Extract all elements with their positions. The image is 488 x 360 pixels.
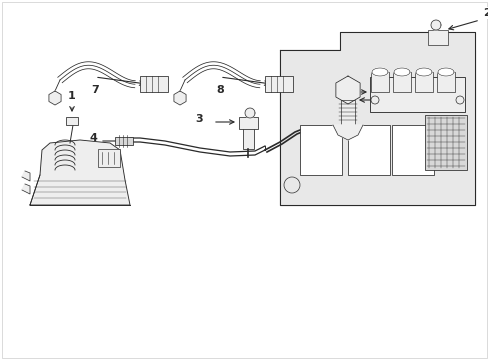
Bar <box>140 76 168 92</box>
Bar <box>280 50 474 205</box>
Bar <box>98 149 120 167</box>
Polygon shape <box>280 32 474 205</box>
Text: 5: 5 <box>385 93 393 103</box>
Bar <box>369 77 464 112</box>
Polygon shape <box>30 140 130 205</box>
Text: 1: 1 <box>68 91 76 101</box>
Text: 7: 7 <box>91 85 99 95</box>
Text: 6: 6 <box>335 84 343 94</box>
Bar <box>243 127 253 149</box>
Text: 4: 4 <box>89 133 97 143</box>
Polygon shape <box>22 184 30 194</box>
Bar <box>427 30 447 45</box>
Bar <box>340 100 354 125</box>
Polygon shape <box>332 125 362 140</box>
Bar <box>414 72 432 92</box>
Text: 8: 8 <box>216 85 224 95</box>
Polygon shape <box>49 91 61 105</box>
Polygon shape <box>335 76 359 104</box>
Text: 3: 3 <box>195 114 203 124</box>
Polygon shape <box>430 20 440 30</box>
Bar <box>436 72 454 92</box>
Polygon shape <box>174 91 185 105</box>
Polygon shape <box>22 171 30 181</box>
Bar <box>391 125 433 175</box>
Bar <box>347 125 389 175</box>
Polygon shape <box>393 68 409 76</box>
Bar <box>392 72 410 92</box>
Polygon shape <box>371 68 387 76</box>
Polygon shape <box>437 68 453 76</box>
Bar <box>370 72 388 92</box>
Bar <box>115 137 133 145</box>
Bar <box>239 117 258 129</box>
Polygon shape <box>244 108 254 118</box>
Polygon shape <box>415 68 431 76</box>
Text: 2: 2 <box>482 8 488 18</box>
Bar <box>264 76 292 92</box>
Bar <box>299 125 341 175</box>
Bar <box>424 115 466 170</box>
Bar <box>66 117 78 125</box>
